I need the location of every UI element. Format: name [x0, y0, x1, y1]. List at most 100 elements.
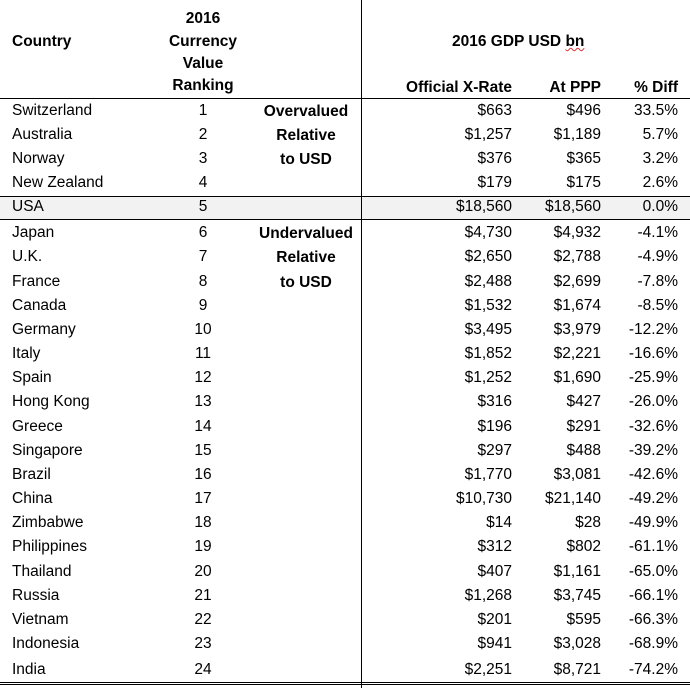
cell-official-xrate: $1,252	[464, 369, 512, 386]
cell-country: Canada	[12, 297, 67, 314]
cell-rank: 19	[194, 538, 212, 555]
cell-pct-diff: -25.9%	[628, 369, 678, 386]
cell-pct-diff: -8.5%	[637, 297, 679, 314]
cell-official-xrate: $663	[477, 102, 512, 119]
note-undervalued-line-1: Undervalued	[259, 225, 353, 242]
cell-country: Switzerland	[12, 102, 93, 119]
cell-pct-diff: 0.0%	[642, 198, 678, 215]
cell-official-xrate: $3,495	[464, 321, 512, 338]
cell-pct-diff: -65.0%	[628, 563, 678, 580]
cell-ppp-value: $1,161	[553, 563, 601, 580]
cell-country: Zimbabwe	[12, 514, 84, 531]
cell-official-xrate: $316	[477, 393, 512, 410]
usa-bottom-rule	[0, 219, 690, 220]
header-gdp-title: 2016 GDP USD bn	[452, 30, 584, 54]
cell-country: Spain	[12, 369, 52, 386]
header-gdp-title-prefix: 2016 GDP USD	[452, 33, 566, 50]
cell-rank: 4	[198, 174, 208, 191]
note-undervalued-line-2: Relative	[276, 249, 336, 266]
cell-country: Thailand	[12, 563, 72, 580]
cell-pct-diff: -26.0%	[628, 393, 678, 410]
cell-rank: 24	[194, 661, 212, 678]
cell-rank: 14	[194, 418, 212, 435]
cell-ppp-value: $18,560	[544, 198, 601, 215]
cell-ppp-value: $1,189	[553, 126, 601, 143]
cell-ppp-value: $4,932	[553, 224, 601, 241]
cell-ppp-value: $427	[566, 393, 601, 410]
header-rule	[0, 98, 690, 99]
cell-rank: 17	[194, 490, 212, 507]
table-bottom-rule	[0, 682, 690, 685]
cell-official-xrate: $2,488	[464, 273, 512, 290]
cell-official-xrate: $1,852	[464, 345, 512, 362]
cell-country: Italy	[12, 345, 41, 362]
cell-ppp-value: $365	[566, 150, 601, 167]
cell-rank: 7	[198, 248, 208, 265]
usa-top-rule	[0, 196, 690, 197]
cell-ppp-value: $3,028	[553, 635, 601, 652]
cell-pct-diff: -4.9%	[637, 248, 679, 265]
header-pct-diff: % Diff	[634, 79, 678, 96]
cell-pct-diff: -66.3%	[628, 611, 678, 628]
cell-ppp-value: $2,699	[553, 273, 601, 290]
header-ranking-line-1: 2016	[185, 10, 221, 27]
cell-official-xrate: $196	[477, 418, 512, 435]
cell-official-xrate: $1,770	[464, 466, 512, 483]
cell-country: Germany	[12, 321, 76, 338]
cell-pct-diff: 5.7%	[642, 126, 678, 143]
cell-official-xrate: $1,532	[464, 297, 512, 314]
cell-country: Singapore	[12, 442, 83, 459]
cell-rank: 8	[198, 273, 208, 290]
header-ranking-line-2: Currency	[168, 33, 238, 50]
cell-country: New Zealand	[12, 174, 104, 191]
cell-ppp-value: $3,081	[553, 466, 601, 483]
cell-official-xrate: $941	[477, 635, 512, 652]
cell-official-xrate: $18,560	[455, 198, 512, 215]
cell-rank: 2	[198, 126, 208, 143]
cell-country: Greece	[12, 418, 63, 435]
cell-country: India	[12, 661, 46, 678]
cell-ppp-value: $28	[575, 514, 601, 531]
cell-official-xrate: $2,251	[464, 661, 512, 678]
cell-pct-diff: -68.9%	[628, 635, 678, 652]
header-official-xrate: Official X-Rate	[406, 79, 512, 96]
cell-pct-diff: -49.2%	[628, 490, 678, 507]
cell-pct-diff: 33.5%	[634, 102, 678, 119]
cell-ppp-value: $595	[566, 611, 601, 628]
cell-ppp-value: $3,979	[553, 321, 601, 338]
cell-country: Japan	[12, 224, 55, 241]
cell-ppp-value: $496	[566, 102, 601, 119]
cell-country: Norway	[12, 150, 65, 167]
cell-ppp-value: $3,745	[553, 587, 601, 604]
cell-official-xrate: $10,730	[455, 490, 512, 507]
cell-country: Russia	[12, 587, 60, 604]
cell-rank: 1	[198, 102, 208, 119]
cell-rank: 23	[194, 635, 212, 652]
cell-country: Brazil	[12, 466, 51, 483]
header-ranking-line-3: Value	[182, 55, 224, 72]
cell-official-xrate: $4,730	[464, 224, 512, 241]
note-overvalued-line-1: Overvalued	[263, 103, 349, 120]
cell-rank: 16	[194, 466, 212, 483]
cell-pct-diff: 3.2%	[642, 150, 678, 167]
cell-rank: 21	[194, 587, 212, 604]
cell-country: France	[12, 273, 61, 290]
cell-rank: 22	[194, 611, 212, 628]
cell-ppp-value: $802	[566, 538, 601, 555]
cell-pct-diff: -16.6%	[628, 345, 678, 362]
cell-official-xrate: $1,268	[464, 587, 512, 604]
cell-pct-diff: -4.1%	[637, 224, 679, 241]
cell-official-xrate: $407	[477, 563, 512, 580]
cell-official-xrate: $297	[477, 442, 512, 459]
usa-row-highlight	[0, 196, 690, 219]
cell-ppp-value: $488	[566, 442, 601, 459]
cell-pct-diff: -12.2%	[628, 321, 678, 338]
cell-ppp-value: $2,221	[553, 345, 601, 362]
cell-country: Hong Kong	[12, 393, 90, 410]
cell-country: U.K.	[12, 248, 43, 265]
cell-rank: 10	[194, 321, 212, 338]
cell-official-xrate: $179	[477, 174, 512, 191]
cell-ppp-value: $1,690	[553, 369, 601, 386]
cell-rank: 6	[198, 224, 208, 241]
cell-pct-diff: -7.8%	[637, 273, 679, 290]
